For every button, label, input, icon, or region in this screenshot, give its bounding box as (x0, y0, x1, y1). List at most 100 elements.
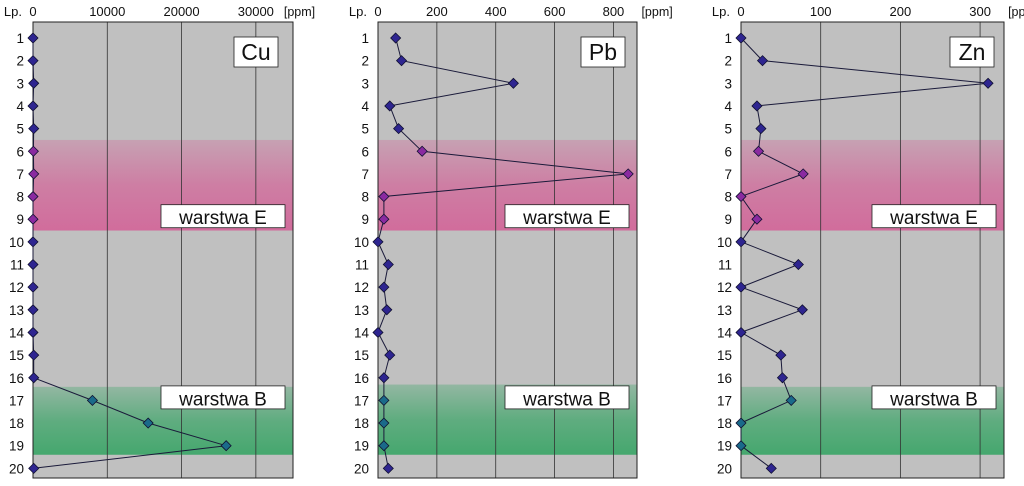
x-tick-label: 100 (810, 4, 832, 19)
y-tick-label: 14 (9, 325, 25, 340)
y-tick-label: 5 (361, 122, 369, 137)
y-tick-label: 16 (717, 371, 732, 386)
y-tick-label: 15 (9, 348, 24, 363)
data-point (378, 281, 390, 293)
y-tick-label: 9 (361, 212, 369, 227)
y-tick-label: 19 (9, 439, 24, 454)
data-point (792, 258, 804, 271)
y-tick-label: 7 (16, 167, 24, 182)
x-tick-label: 0 (737, 4, 744, 19)
y-tick-label: 13 (354, 303, 369, 318)
x-tick-label: 0 (374, 4, 381, 19)
y-tick-label: 18 (354, 416, 369, 431)
data-point (785, 394, 797, 406)
data-point (27, 281, 39, 293)
data-point (775, 349, 787, 361)
y-axis-label: Lp. (4, 4, 22, 19)
x-tick-label: 20000 (163, 4, 199, 19)
y-tick-label: 17 (354, 393, 369, 408)
data-point (28, 123, 40, 135)
y-tick-label: 20 (717, 461, 732, 476)
band-label-box (504, 204, 630, 229)
chart-title: Pb (589, 39, 617, 65)
y-tick-label: 20 (9, 461, 24, 476)
x-tick-label: 10000 (89, 4, 125, 19)
data-point (220, 440, 232, 452)
y-tick-label: 4 (361, 99, 369, 114)
band-label-box (160, 385, 286, 410)
y-tick-label: 11 (10, 258, 24, 273)
data-point (378, 213, 390, 225)
x-tick-label: 30000 (238, 4, 274, 19)
y-tick-label: 20 (354, 461, 369, 476)
x-tick-label: 800 (603, 4, 625, 19)
data-point (27, 213, 39, 225)
y-tick-label: 9 (16, 212, 24, 227)
data-point (381, 304, 393, 316)
x-tick-label: 400 (485, 4, 507, 19)
data-point (751, 213, 763, 225)
data-point (416, 145, 428, 157)
data-point (735, 417, 747, 429)
data-point (28, 77, 40, 89)
y-axis-label: Lp. (712, 4, 730, 19)
y-tick-label: 2 (361, 54, 369, 69)
y-tick-label: 5 (16, 122, 24, 137)
chart-cu: 0 10000 20000 30000 [ppm]Lp.1234567891011121… (4, 4, 315, 479)
chart-pb: 0 200 400 600 800 [ppm]Lp.1234567891011121314… (349, 4, 673, 479)
y-tick-label: 2 (16, 54, 24, 69)
data-point (28, 168, 40, 180)
y-tick-label: 15 (354, 348, 369, 363)
data-point (378, 394, 390, 406)
band-label: warstwa B (522, 389, 611, 410)
data-point (378, 372, 390, 384)
y-tick-label: 6 (361, 144, 369, 159)
data-point (776, 372, 789, 384)
y-tick-label: 12 (717, 280, 732, 295)
y-tick-label: 7 (361, 167, 369, 182)
data-point (384, 100, 396, 112)
x-tick-label: 0 (29, 4, 36, 19)
y-tick-label: 10 (9, 235, 24, 250)
chart-zn: 0100200300[ppm]Lp.1234567891011121314151… (712, 4, 1024, 479)
data-point (384, 349, 396, 361)
y-tick-label: 12 (9, 280, 24, 295)
chart-title-box (580, 36, 626, 68)
data-point (378, 417, 390, 429)
y-tick-label: 2 (724, 54, 732, 69)
y-tick-label: 17 (9, 393, 24, 408)
data-point (27, 236, 39, 248)
y-tick-label: 11 (718, 258, 732, 273)
band-label: warstwa E (178, 208, 267, 229)
y-tick-label: 19 (717, 439, 732, 454)
band-label: warstwa E (522, 208, 611, 229)
unit-label: [ppm] (1008, 5, 1024, 19)
data-point (395, 55, 408, 67)
data-point (390, 32, 402, 44)
y-tick-label: 15 (717, 348, 732, 363)
y-tick-label: 1 (361, 31, 369, 46)
data-point (27, 100, 39, 112)
y-tick-label: 17 (717, 393, 732, 408)
x-tick-label: 200 (890, 4, 912, 19)
data-point (735, 281, 747, 293)
data-point (752, 145, 765, 157)
data-point (507, 77, 519, 89)
y-tick-label: 7 (724, 167, 732, 182)
y-tick-label: 9 (724, 212, 732, 227)
data-point (28, 462, 40, 474)
data-point (372, 326, 384, 339)
band-label-box (871, 204, 997, 229)
y-tick-label: 16 (354, 371, 369, 386)
y-tick-label: 8 (724, 190, 732, 205)
y-tick-label: 10 (354, 235, 369, 250)
y-tick-label: 18 (717, 416, 732, 431)
y-tick-label: 14 (717, 325, 733, 340)
y-tick-label: 11 (355, 258, 369, 273)
data-point (372, 236, 384, 248)
data-point (28, 349, 40, 361)
y-tick-label: 4 (724, 99, 732, 114)
data-point (27, 304, 39, 316)
band-label-box (504, 385, 630, 410)
